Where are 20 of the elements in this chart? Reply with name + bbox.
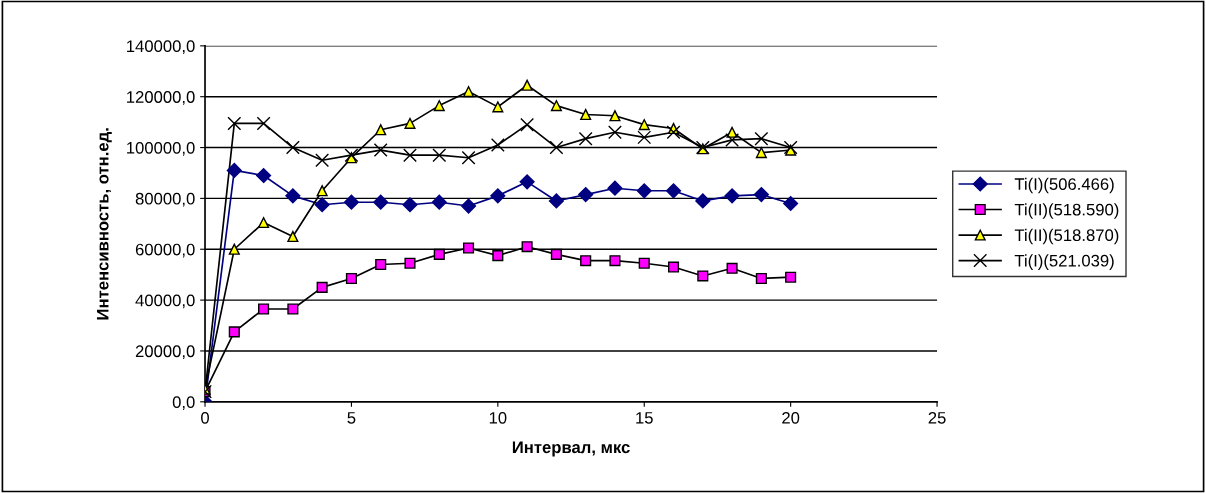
y-tick-label: 20000,0 xyxy=(135,345,195,360)
legend-label: Ti(I)(521.039) xyxy=(1014,254,1114,270)
x-tick-label: 10 xyxy=(489,411,507,424)
y-axis-title: Интенсивность, отн.ед. xyxy=(96,128,112,320)
legend-label: Ti(I)(506.466) xyxy=(1014,177,1114,194)
y-tick-label: 60000,0 xyxy=(135,243,195,258)
legend-label: Ti(II)(518.590) xyxy=(1014,203,1119,219)
y-tick-label: 80000,0 xyxy=(135,192,195,207)
y-tick-label: 40000,0 xyxy=(135,294,195,309)
x-tick-label: 20 xyxy=(782,411,800,424)
x-tick-label: 15 xyxy=(636,412,653,424)
legend-label: Ti(II)(518.870) xyxy=(1014,228,1119,245)
y-tick-label: 0,0 xyxy=(172,396,195,410)
y-tick-label: 120000,0 xyxy=(127,91,195,105)
x-tick-label: 5 xyxy=(347,412,356,424)
x-tick-label: 25 xyxy=(928,411,946,424)
x-axis-title: Интервал, мкс xyxy=(512,441,630,457)
x-tick-label: 0 xyxy=(201,411,209,424)
y-tick-label: 100000,0 xyxy=(127,141,195,156)
y-tick-label: 140000,0 xyxy=(127,40,195,55)
